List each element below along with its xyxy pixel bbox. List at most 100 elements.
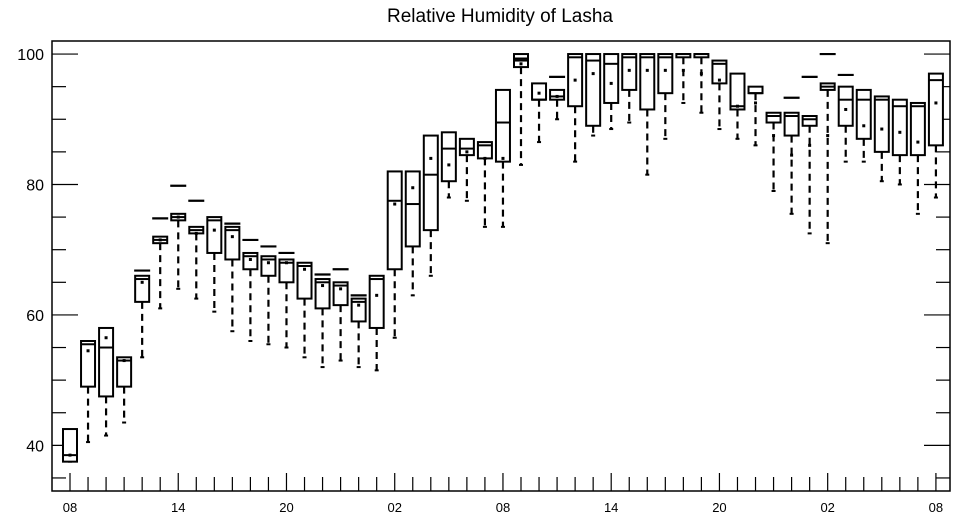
box [98, 326, 115, 398]
box-41 [801, 75, 818, 235]
y-tick-label: 60 [26, 308, 44, 325]
box [711, 59, 728, 85]
mean-marker [284, 261, 288, 265]
box [440, 131, 457, 183]
box [458, 137, 475, 157]
x-tick-label: 14 [604, 500, 618, 515]
box [837, 85, 854, 127]
box-39 [765, 111, 782, 192]
box [332, 281, 349, 307]
box-29 [585, 53, 602, 137]
box [278, 258, 295, 284]
box-31 [621, 53, 638, 124]
box-16 [350, 294, 367, 369]
x-tick-label: 20 [279, 500, 293, 515]
mean-marker [898, 130, 902, 134]
mean-marker [591, 72, 595, 76]
x-tick-label: 08 [496, 500, 510, 515]
box [224, 225, 241, 261]
box-9 [224, 222, 241, 333]
x-tick-label: 08 [63, 500, 77, 515]
mean-marker [555, 94, 559, 98]
mean-marker [194, 231, 198, 235]
x-tick-label: 20 [712, 500, 726, 515]
mean-marker [393, 202, 397, 206]
box-1 [80, 340, 97, 444]
box-26 [531, 82, 548, 144]
x-tick-label: 08 [929, 500, 943, 515]
x-tick-label: 02 [820, 500, 834, 515]
box [603, 53, 620, 104]
mean-marker [772, 134, 776, 138]
mean-marker [411, 186, 415, 190]
mean-marker [519, 62, 523, 66]
mean-marker [627, 68, 631, 72]
box-33 [657, 53, 674, 140]
y-tick-label: 80 [26, 177, 44, 194]
box [296, 261, 313, 300]
plot-frame [51, 40, 951, 492]
mean-marker [934, 101, 938, 105]
mean-marker [754, 101, 758, 105]
box-3 [116, 356, 133, 424]
mean-marker [826, 134, 830, 138]
box-0 [62, 428, 78, 463]
box [783, 111, 800, 137]
y-axis: 40 60 80 100 [17, 47, 950, 479]
mean-marker [104, 336, 108, 340]
box [314, 278, 331, 310]
box-44 [855, 88, 872, 163]
box [909, 101, 926, 157]
box-series [62, 52, 944, 463]
box-25 [513, 53, 529, 166]
mean-marker [266, 261, 270, 265]
box-27 [549, 75, 566, 121]
mean-marker [681, 68, 685, 72]
mean-marker [573, 78, 577, 82]
box [873, 95, 890, 153]
mean-marker [735, 104, 739, 108]
mean-marker [609, 81, 613, 85]
box [368, 274, 385, 329]
mean-marker [465, 150, 469, 154]
box-4 [134, 269, 151, 359]
box [621, 53, 638, 91]
box [927, 72, 944, 147]
mean-marker [303, 267, 307, 271]
mean-marker [375, 293, 379, 297]
box-24 [494, 88, 511, 228]
mean-marker [483, 156, 487, 160]
mean-marker [429, 156, 433, 160]
mean-marker [248, 257, 252, 261]
mean-marker [663, 68, 667, 72]
box [549, 88, 566, 101]
box-30 [603, 53, 620, 131]
box [765, 111, 782, 124]
box-19 [404, 170, 421, 297]
box-8 [206, 216, 223, 313]
box-43 [837, 73, 854, 163]
mean-marker [790, 153, 794, 157]
box [657, 53, 674, 95]
box-28 [567, 53, 584, 163]
x-axis: 08 14 20 02 08 14 20 02 08 [63, 473, 943, 515]
y-tick-label: 100 [17, 47, 44, 64]
mean-marker [122, 359, 126, 363]
box-14 [314, 273, 331, 369]
mean-marker [140, 280, 144, 284]
box [386, 170, 403, 271]
box [585, 53, 602, 127]
box-35 [693, 53, 710, 114]
mean-marker [447, 163, 451, 167]
box-15 [332, 268, 349, 362]
box-13 [296, 261, 313, 359]
box-6 [170, 184, 187, 290]
box [639, 53, 656, 111]
box-32 [639, 53, 656, 176]
mean-marker [339, 287, 343, 291]
box-22 [458, 137, 475, 202]
box [350, 297, 367, 323]
mean-marker [916, 140, 920, 144]
box [494, 88, 511, 163]
box-40 [783, 96, 800, 215]
